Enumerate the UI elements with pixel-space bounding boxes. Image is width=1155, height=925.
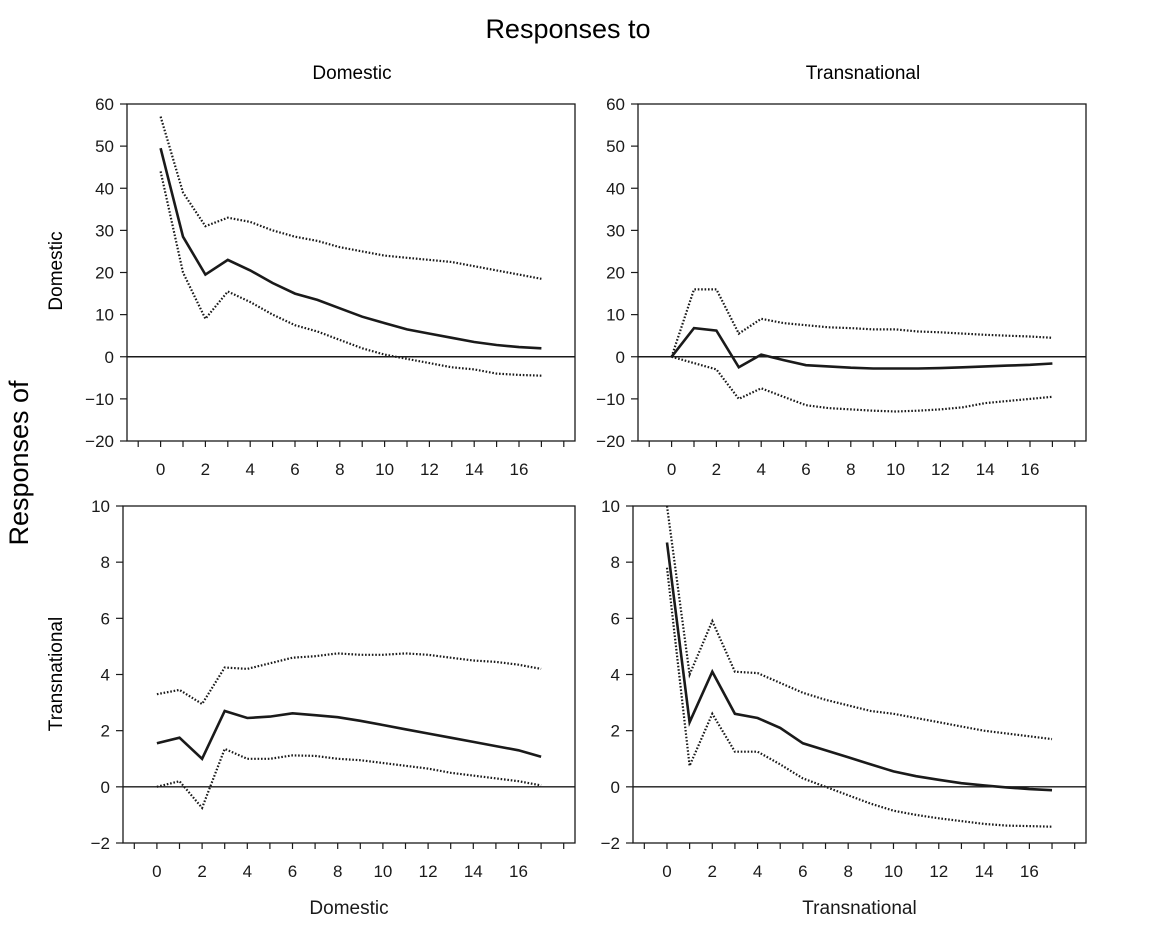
y-tick-label: −2 [91, 834, 110, 853]
series-line-upper-band [159, 116, 542, 280]
y-tick-label: 50 [606, 137, 625, 156]
x-tick-label: 14 [464, 862, 483, 881]
x-tick-label: 16 [510, 460, 529, 479]
y-tick-label: 8 [611, 553, 620, 572]
y-tick-label: 0 [101, 778, 110, 797]
y-tick-label: 2 [101, 722, 110, 741]
y-tick-label: 30 [606, 221, 625, 240]
y-tick-label: 2 [611, 722, 620, 741]
x-tick-label: 10 [375, 460, 394, 479]
panel-1: −20 −10 0 10 20 30 40 50 60 0 2 4 6 8 10 12 14 16 [85, 95, 576, 479]
x-axis-label: Transnational [802, 898, 916, 919]
x-tick-label: 8 [846, 460, 855, 479]
x-tick-label: 12 [931, 460, 950, 479]
column-label-transnational: Transnational [806, 63, 920, 84]
y-tick-label: 60 [606, 95, 625, 114]
y-tick-label: −2 [601, 834, 620, 853]
y-tick-label: −20 [85, 432, 114, 451]
y-tick-label: −20 [596, 432, 625, 451]
x-tick-label: 6 [798, 862, 807, 881]
y-tick-label: −10 [85, 390, 114, 409]
y-tick-label: 10 [91, 497, 110, 516]
x-tick-label: 2 [712, 460, 721, 479]
x-tick-label: 14 [975, 862, 994, 881]
y-tick-label: 10 [601, 497, 620, 516]
panel-2: −20 −10 0 10 20 30 40 50 60 0 2 4 6 8 10 12 14 16 [596, 95, 1087, 479]
x-tick-label: 16 [509, 862, 528, 881]
y-tick-label: −10 [596, 390, 625, 409]
y-tick-label: 10 [95, 306, 114, 325]
x-tick-label: 8 [335, 460, 344, 479]
x-tick-label: 10 [886, 460, 905, 479]
y-tick-label: 10 [606, 306, 625, 325]
y-tick-label: 6 [101, 609, 110, 628]
y-tick-label: 0 [105, 348, 114, 367]
x-tick-label: 10 [373, 862, 392, 881]
x-tick-label: 4 [753, 862, 762, 881]
x-tick-label: 8 [843, 862, 852, 881]
series-line-lower-band [156, 747, 542, 811]
y-tick-label: 20 [606, 264, 625, 283]
x-tick-label: 14 [465, 460, 484, 479]
x-tick-label: 0 [667, 460, 676, 479]
series-line-estimate [159, 147, 542, 350]
panel-3: −2 0 2 4 6 8 10 0 2 4 6 8 10 12 14 16 Domestic [91, 497, 576, 919]
series-line-upper-band [665, 505, 1053, 741]
x-tick-label: 0 [152, 862, 161, 881]
y-tick-label: 40 [95, 179, 114, 198]
series-line-estimate [156, 709, 542, 761]
series-line-lower-band [671, 355, 1053, 413]
x-tick-label: 4 [243, 862, 252, 881]
y-tick-label: 50 [95, 137, 114, 156]
row-label-transnational: Transnational [46, 617, 67, 731]
x-tick-label: 12 [419, 862, 438, 881]
x-axis-label: Domestic [309, 898, 388, 919]
y-tick-label: 20 [95, 264, 114, 283]
x-tick-label: 2 [197, 862, 206, 881]
series-line-upper-band [156, 652, 542, 706]
side-label-responses-of: Responses of [4, 380, 34, 546]
x-tick-label: 4 [756, 460, 765, 479]
column-label-domestic: Domestic [312, 63, 391, 84]
series-line-estimate [670, 326, 1053, 370]
x-tick-label: 2 [708, 862, 717, 881]
x-tick-label: 12 [929, 862, 948, 881]
x-tick-label: 4 [245, 460, 254, 479]
plot-frame [122, 505, 576, 844]
plot-frame [632, 505, 1087, 844]
x-tick-label: 6 [290, 460, 299, 479]
y-tick-label: 6 [611, 609, 620, 628]
y-tick-label: 0 [611, 778, 620, 797]
y-tick-label: 30 [95, 221, 114, 240]
series-line-lower-band [665, 567, 1053, 828]
x-tick-label: 14 [976, 460, 995, 479]
y-tick-label: 4 [101, 666, 110, 685]
x-tick-label: 10 [884, 862, 903, 881]
y-tick-label: 0 [616, 348, 625, 367]
y-tick-label: 60 [95, 95, 114, 114]
x-tick-label: 8 [333, 862, 342, 881]
x-tick-label: 16 [1020, 862, 1039, 881]
y-tick-label: 4 [611, 666, 620, 685]
x-tick-label: 0 [662, 862, 671, 881]
y-tick-label: 8 [101, 553, 110, 572]
series-line-lower-band [159, 171, 542, 377]
panel-4: −2 0 2 4 6 8 10 0 2 4 6 8 10 12 14 16 Transnational [601, 497, 1087, 919]
x-tick-label: 0 [156, 460, 165, 479]
figure-title: Responses to [485, 14, 650, 44]
row-label-domestic: Domestic [46, 231, 67, 310]
x-tick-label: 16 [1021, 460, 1040, 479]
plot-frame [637, 103, 1087, 442]
series-line-estimate [665, 542, 1053, 792]
y-tick-label: 40 [606, 179, 625, 198]
x-tick-label: 6 [288, 862, 297, 881]
series-line-upper-band [670, 288, 1053, 358]
x-tick-label: 12 [420, 460, 439, 479]
x-tick-label: 2 [201, 460, 210, 479]
x-tick-label: 6 [801, 460, 810, 479]
